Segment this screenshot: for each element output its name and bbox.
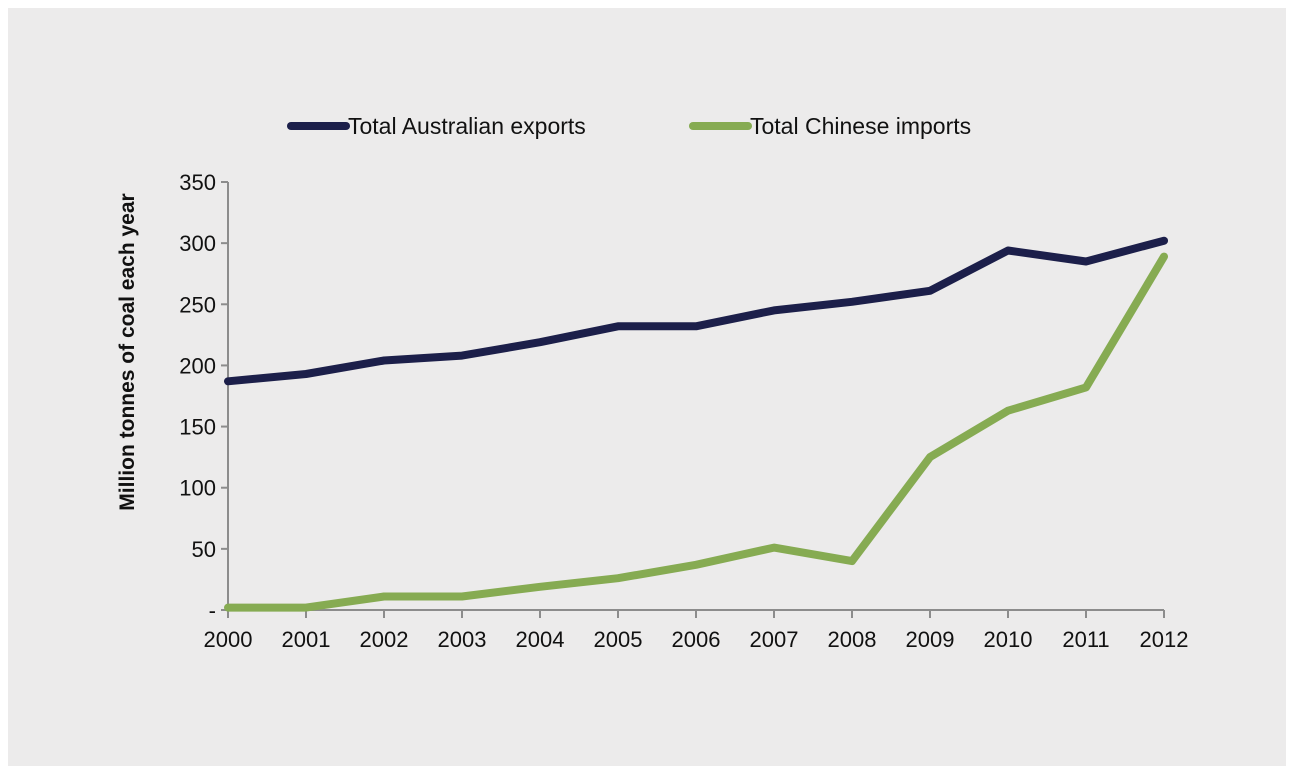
y-tick-label: 50 bbox=[192, 537, 216, 562]
y-tick-label: 100 bbox=[179, 476, 216, 501]
plot-area: - 50 100 150 200 250 300 350 2000 2001 2002 2003 200… bbox=[179, 170, 1188, 652]
legend-label-australian-exports: Total Australian exports bbox=[348, 113, 586, 139]
x-tick-label: 2000 bbox=[204, 627, 253, 652]
x-tick-label: 2006 bbox=[672, 627, 721, 652]
x-tick-label: 2012 bbox=[1140, 627, 1189, 652]
x-tick-label: 2003 bbox=[438, 627, 487, 652]
legend-label-chinese-imports: Total Chinese imports bbox=[750, 113, 971, 139]
y-tick-label: - bbox=[209, 598, 216, 623]
x-tick-label: 2004 bbox=[516, 627, 565, 652]
y-tick-label: 200 bbox=[179, 353, 216, 378]
x-tick-label: 2001 bbox=[282, 627, 331, 652]
x-tick-label: 2007 bbox=[750, 627, 799, 652]
x-tick-label: 2008 bbox=[828, 627, 877, 652]
y-axis-title: Million tonnes of coal each year bbox=[116, 193, 139, 510]
x-tick-label: 2002 bbox=[360, 627, 409, 652]
y-tick-label: 350 bbox=[179, 170, 216, 195]
y-tick-label: 250 bbox=[179, 292, 216, 317]
x-tick-label: 2011 bbox=[1062, 627, 1109, 652]
series-line-australian-exports bbox=[224, 236, 1168, 386]
x-tick-label: 2010 bbox=[984, 627, 1033, 652]
line-chart: Total Australian exports Total Chinese i… bbox=[116, 113, 1188, 652]
x-tick-label: 2009 bbox=[906, 627, 955, 652]
y-tick-label: 300 bbox=[179, 231, 216, 256]
x-tick-label: 2005 bbox=[594, 627, 643, 652]
series-line-chinese-imports bbox=[224, 252, 1168, 612]
chart-panel: Total Australian exports Total Chinese i… bbox=[8, 8, 1286, 766]
legend: Total Australian exports Total Chinese i… bbox=[287, 113, 971, 139]
y-tick-label: 150 bbox=[179, 415, 216, 440]
